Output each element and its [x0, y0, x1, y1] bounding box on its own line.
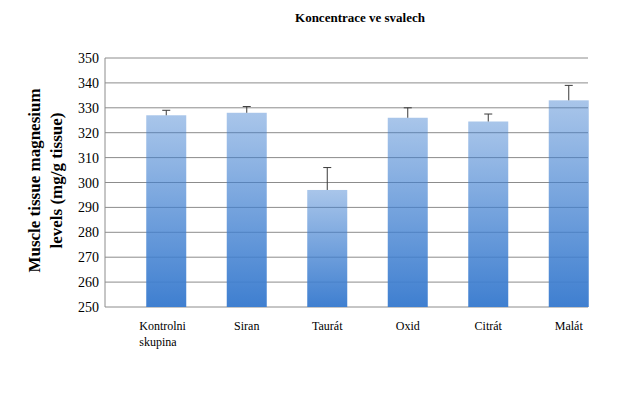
error-bar — [484, 114, 492, 121]
grid-line — [105, 82, 588, 83]
y-tick-label: 290 — [78, 200, 99, 215]
error-bar-stem — [246, 107, 247, 113]
error-bar-cap — [243, 106, 251, 107]
x-tick-label: Siran — [234, 319, 259, 333]
y-tick-label: 330 — [78, 101, 99, 116]
y-axis-line — [105, 58, 106, 307]
y-axis-label-line: levels (mg/g tissue) — [47, 113, 66, 249]
x-tick-label: Taurát — [312, 319, 343, 333]
error-bar — [162, 110, 170, 115]
x-tick-label-line: Malát — [555, 319, 584, 333]
x-tick-label-line: Siran — [234, 319, 259, 333]
chart-title: Koncentrace ve svalech — [295, 10, 426, 25]
error-bar — [404, 108, 412, 118]
bar — [146, 115, 186, 307]
x-tick-label: Citrát — [475, 319, 503, 333]
x-tick-label: Oxid — [396, 319, 420, 333]
bar — [468, 121, 508, 307]
x-tick-label-line: Oxid — [396, 319, 420, 333]
y-tick-label: 270 — [78, 250, 99, 265]
bars — [146, 85, 589, 307]
y-tick-label: 340 — [78, 76, 99, 91]
y-tick-label: 300 — [78, 176, 99, 191]
bar — [388, 118, 428, 307]
y-tick-label: 310 — [78, 151, 99, 166]
bar — [227, 113, 267, 307]
error-bar-stem — [488, 114, 489, 121]
error-bar-stem — [166, 110, 167, 115]
x-tick-label-line: Kontrolni — [139, 319, 186, 333]
error-bar-stem — [327, 168, 328, 190]
error-bar-cap — [565, 85, 573, 86]
bar — [307, 190, 347, 307]
chart-svg: Koncentrace ve svalech 250 260 270 280 290 300… — [0, 0, 636, 394]
y-tick-label: 250 — [78, 300, 99, 315]
error-bar-cap — [404, 107, 412, 108]
x-tick-label: Malát — [555, 319, 584, 333]
error-bar-cap — [484, 114, 492, 115]
error-bar-stem — [407, 108, 408, 118]
grid-line — [105, 58, 588, 59]
y-tick-label: 280 — [78, 225, 99, 240]
error-bar — [243, 107, 251, 113]
bar — [549, 100, 589, 307]
x-tick-label-line: skupina — [139, 335, 177, 349]
y-tick-label: 320 — [78, 126, 99, 141]
y-axis-label-line: Muscle tissue magnesium — [25, 88, 44, 272]
x-tick-label-line: Citrát — [475, 319, 503, 333]
chart: Koncentrace ve svalech 250 260 270 280 290 300… — [0, 0, 636, 394]
y-axis-label: Muscle tissue magnesiumlevels (mg/g tiss… — [25, 88, 66, 272]
error-bar-stem — [568, 85, 569, 100]
y-tick-label: 350 — [78, 51, 99, 66]
error-bar-cap — [162, 110, 170, 111]
y-tick-label: 260 — [78, 275, 99, 290]
error-bar — [323, 168, 331, 190]
error-bar — [565, 85, 573, 100]
grid-line — [105, 107, 588, 108]
x-tick-label-line: Taurát — [312, 319, 343, 333]
x-tick-label: Kontrolni skupina — [139, 319, 186, 349]
error-bar-cap — [323, 167, 331, 168]
